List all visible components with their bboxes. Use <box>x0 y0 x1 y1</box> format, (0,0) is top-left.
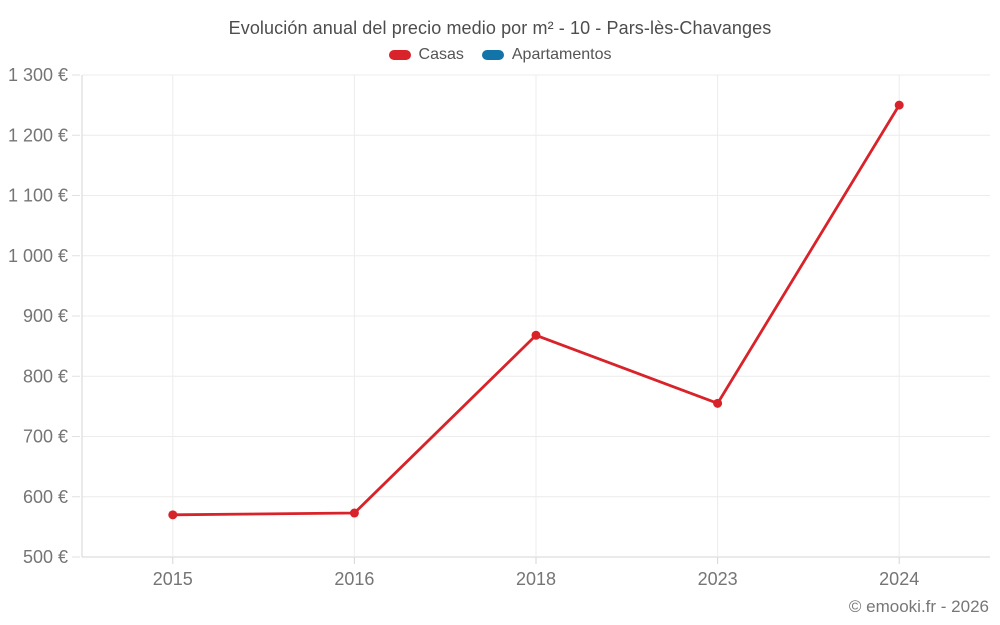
legend-label-apartamentos: Apartamentos <box>511 46 612 63</box>
series-casas <box>168 100 904 520</box>
y-axis-labels: 500 € 600 € 700 € 800 € 900 € 1 000 € 1 100 € 1… <box>8 65 68 567</box>
y-tick-label: 1 000 € <box>8 246 68 266</box>
y-tick-label: 500 € <box>23 547 68 567</box>
data-point[interactable] <box>531 330 541 340</box>
copyright-footer: © emooki.fr - 2026 <box>848 597 989 616</box>
legend-item-apartamentos[interactable]: Apartamentos <box>481 46 612 64</box>
data-point[interactable] <box>349 508 359 518</box>
y-tick-label: 800 € <box>23 366 68 386</box>
data-point[interactable] <box>168 510 178 520</box>
x-tick-label: 2018 <box>516 569 556 589</box>
y-gridlines <box>72 74 990 558</box>
y-tick-label: 1 200 € <box>8 125 68 145</box>
x-gridlines <box>172 75 900 564</box>
x-tick-label: 2015 <box>153 569 193 589</box>
y-tick-label: 900 € <box>23 306 68 326</box>
legend-item-casas[interactable]: Casas <box>388 46 464 64</box>
y-tick-label: 700 € <box>23 427 68 447</box>
legend-swatch-apartamentos-icon <box>481 50 504 60</box>
y-tick-label: 600 € <box>23 487 68 507</box>
chart-legend: Casas Apartamentos <box>0 46 1000 64</box>
legend-label-casas: Casas <box>418 46 464 63</box>
x-axis-labels: 2015 2016 2018 2023 2024 <box>153 569 919 589</box>
legend-swatch-casas-icon <box>388 50 411 60</box>
x-tick-label: 2024 <box>879 569 919 589</box>
y-tick-label: 1 100 € <box>8 186 68 206</box>
chart-title: Evolución anual del precio medio por m² … <box>228 18 772 38</box>
x-tick-label: 2023 <box>698 569 738 589</box>
x-tick-label: 2016 <box>334 569 374 589</box>
data-point[interactable] <box>894 100 904 110</box>
data-point[interactable] <box>713 398 723 408</box>
y-tick-label: 1 300 € <box>8 65 68 85</box>
